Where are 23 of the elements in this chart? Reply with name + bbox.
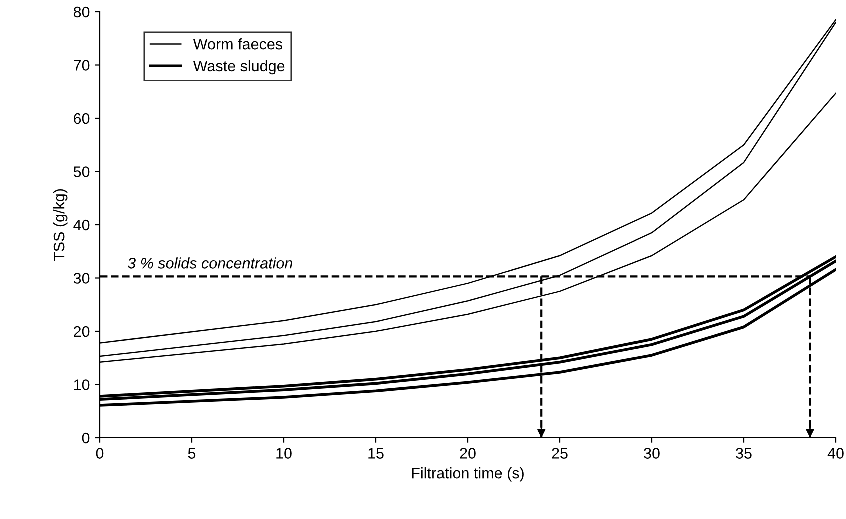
- x-tick-label: 40: [828, 448, 844, 459]
- x-axis-title: Filtration time (s): [412, 468, 524, 482]
- x-tick-label: 35: [736, 448, 752, 459]
- x-tick-label: 30: [644, 448, 660, 459]
- y-tick-label: 80: [74, 6, 90, 18]
- x-tick-label: 20: [460, 448, 476, 459]
- y-tick-label: 50: [74, 166, 90, 178]
- y-tick-label: 0: [82, 432, 90, 444]
- x-tick-label: 0: [96, 448, 104, 459]
- y-tick-label: 70: [74, 60, 90, 71]
- x-tick-label: 25: [552, 448, 568, 459]
- x-tick-label: 15: [368, 448, 384, 459]
- ref-line-label: 3 % solids concentration: [128, 258, 293, 269]
- y-tick-label: 20: [74, 326, 90, 338]
- y-tick-label: 30: [74, 273, 90, 284]
- y-axis-title: TSS (g/kg): [53, 189, 68, 262]
- y-tick-label: 60: [74, 113, 90, 124]
- legend-label: Waste sludge: [193, 60, 285, 75]
- legend-label: Worm faeces: [193, 38, 282, 50]
- y-tick-label: 10: [74, 380, 90, 390]
- x-tick-label: 10: [276, 448, 292, 459]
- x-tick-label: 5: [188, 448, 196, 459]
- y-tick-label: 40: [74, 220, 90, 231]
